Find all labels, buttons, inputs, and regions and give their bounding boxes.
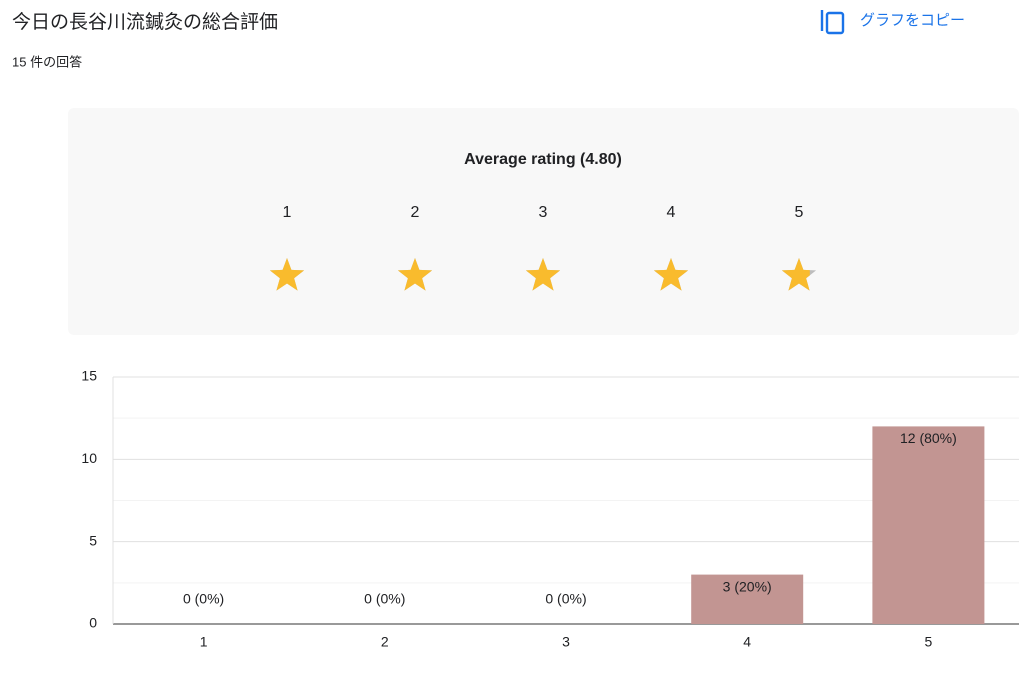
x-tick-label: 2 <box>381 634 389 650</box>
response-count: 15 件の回答 <box>12 54 82 69</box>
star-label: 2 <box>411 204 420 221</box>
star-label: 5 <box>795 204 804 221</box>
value-label: 0 (0%) <box>183 591 224 607</box>
star-label: 3 <box>539 204 548 221</box>
copy-icon <box>825 11 845 35</box>
bar <box>691 574 804 624</box>
x-tick-label: 5 <box>925 634 933 650</box>
average-rating: Average rating (4.80) <box>464 151 622 168</box>
copy-label: グラフをコピー <box>860 12 965 29</box>
question-title: 今日の長谷川流鍼灸の総合評価 <box>12 11 278 33</box>
star-filled <box>653 258 689 291</box>
star-filled <box>397 258 433 291</box>
y-tick-label: 10 <box>81 450 97 466</box>
value-label: 0 (0%) <box>364 591 405 607</box>
x-tick-label: 4 <box>743 634 751 650</box>
y-tick-label: 5 <box>89 532 97 548</box>
star-label: 1 <box>283 204 292 221</box>
star-label: 4 <box>667 204 676 221</box>
copy-chart-button[interactable]: グラフをコピー <box>820 10 965 35</box>
star-filled <box>781 258 810 291</box>
y-tick-label: 15 <box>81 368 97 384</box>
value-label: 3 (20%) <box>723 578 772 594</box>
value-label: 12 (80%) <box>900 430 957 446</box>
x-tick-label: 3 <box>562 634 570 650</box>
rating-panel <box>68 108 1019 335</box>
bar <box>872 426 985 624</box>
star-filled <box>269 258 305 291</box>
star-filled <box>525 258 561 291</box>
value-label: 0 (0%) <box>545 591 586 607</box>
x-tick-label: 1 <box>200 634 208 650</box>
y-tick-label: 0 <box>89 615 97 631</box>
